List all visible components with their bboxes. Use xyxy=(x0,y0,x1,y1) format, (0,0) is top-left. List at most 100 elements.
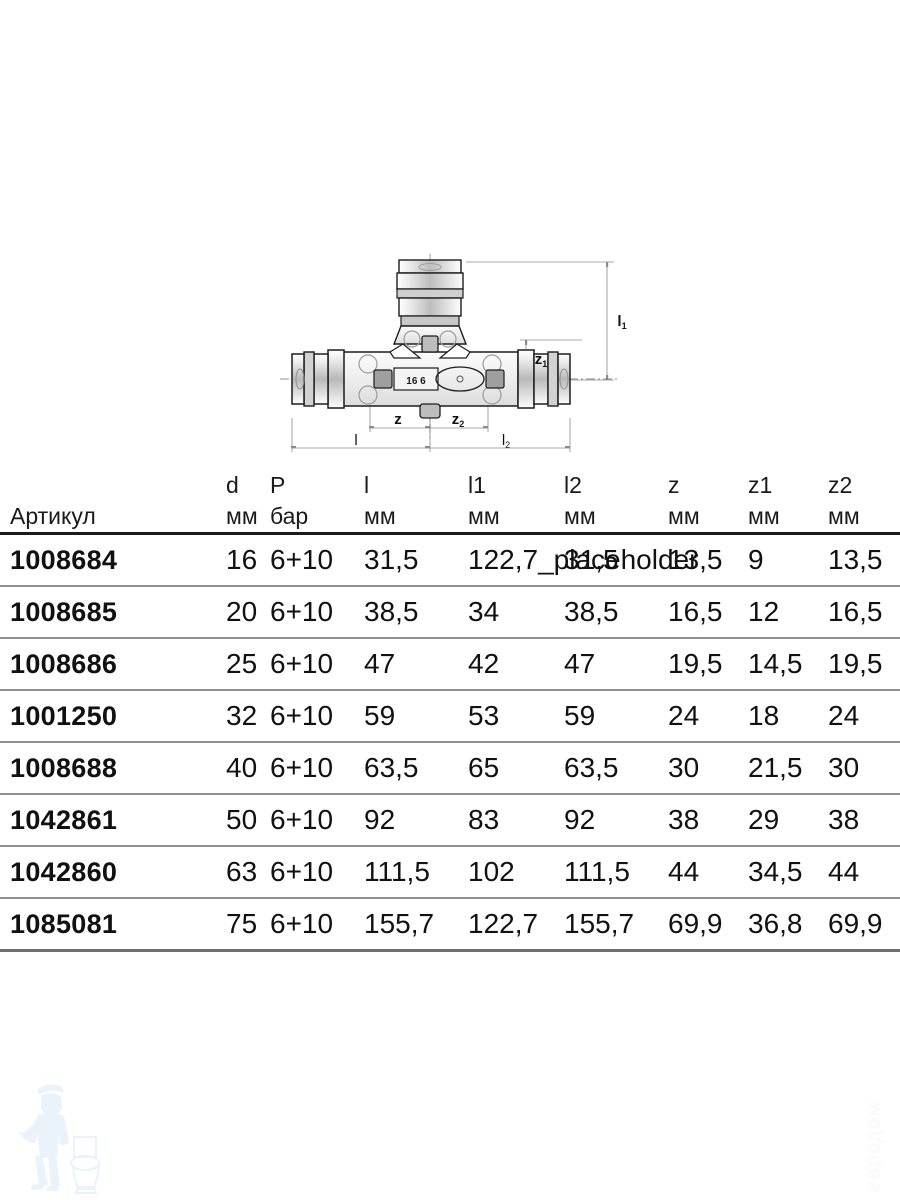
column-unit-p: бар xyxy=(270,503,309,529)
side-text-watermark: евродом xyxy=(854,1064,894,1192)
cell-l: 59 xyxy=(364,690,468,743)
table-row[interactable]: 1085081 75 6+10 155,7 122,7 155,7 69,9 36,8 69,9 xyxy=(0,898,900,952)
cell-l2: 92 xyxy=(564,794,668,847)
cell-p: 6+10 xyxy=(270,794,364,847)
column-unit-l1: мм xyxy=(468,503,500,529)
cell-l2: 47 xyxy=(564,638,668,691)
cell-d: 40 xyxy=(226,742,270,795)
cell-z: 44 xyxy=(668,846,748,899)
table-row[interactable]: 1001250 32 6+10 59 53 59 24 18 24 xyxy=(0,690,900,743)
column-header-l2: l2 мм xyxy=(564,470,668,535)
cell-z1: 29 xyxy=(748,794,828,847)
column-header-article: Артикул xyxy=(0,470,226,535)
column-unit-z1: мм xyxy=(748,503,780,529)
table-row[interactable]: 1008688 40 6+10 63,5 65 63,5 30 21,5 30 xyxy=(0,742,900,795)
label-z1: z1 xyxy=(535,351,548,369)
column-header-p: P бар xyxy=(270,470,364,535)
cell-l1: 65 xyxy=(468,742,564,795)
label-l1: l1 xyxy=(617,313,626,331)
table-row[interactable]: 1008685 20 6+10 38,5 34 38,5 16,5 12 16,5 xyxy=(0,586,900,639)
specification-table-container: Артикул d мм P бар l мм l1 мм xyxy=(0,470,900,952)
cell-l: 92 xyxy=(364,794,468,847)
cell-d: 20 xyxy=(226,586,270,639)
cell-z1: 14,5 xyxy=(748,638,828,691)
column-header-z2: z2 мм xyxy=(828,470,900,535)
column-symbol-z1: z1 xyxy=(748,472,773,498)
table-body: 1008684 16 6+10 31,5 122,7_placeholder 31,5 13… xyxy=(0,533,900,952)
cell-z: 38 xyxy=(668,794,748,847)
cell-d: 16 xyxy=(226,533,270,587)
cell-p: 6+10 xyxy=(270,742,364,795)
table-row[interactable]: 1042861 50 6+10 92 83 92 38 29 38 xyxy=(0,794,900,847)
cell-z: 24 xyxy=(668,690,748,743)
cell-l1: 34 xyxy=(468,586,564,639)
cell-article: 1042861 xyxy=(0,794,226,847)
column-unit-l2: мм xyxy=(564,503,596,529)
cell-p: 6+10 xyxy=(270,846,364,899)
cell-z1: 21,5 xyxy=(748,742,828,795)
cell-article: 1008688 xyxy=(0,742,226,795)
cell-article: 1008685 xyxy=(0,586,226,639)
column-header-z1: z1 мм xyxy=(748,470,828,535)
table-row[interactable]: 1008684 16 6+10 31,5 122,7_placeholder 31,5 13… xyxy=(0,533,900,587)
column-symbol-d: d xyxy=(226,472,239,498)
cell-d: 63 xyxy=(226,846,270,899)
cell-l1: 53 xyxy=(468,690,564,743)
column-symbol-l: l xyxy=(364,472,370,498)
cell-d: 50 xyxy=(226,794,270,847)
label-z: z xyxy=(394,411,402,428)
cell-l1: 122,7_placeholder xyxy=(468,533,698,587)
table-header-row: Артикул d мм P бар l мм l1 мм xyxy=(0,470,900,535)
cell-l2: 31,5 xyxy=(564,533,668,587)
cell-l1: 83 xyxy=(468,794,564,847)
cell-l1: 122,7 xyxy=(468,898,564,952)
tee-fitting-drawing: 16 6 xyxy=(280,254,627,452)
column-unit-z: мм xyxy=(668,503,700,529)
cell-article: 1008686 xyxy=(0,638,226,691)
cell-l2: 38,5 xyxy=(564,586,668,639)
cell-z2: 30 xyxy=(828,742,900,795)
column-header-l: l мм xyxy=(364,470,468,535)
column-symbol-z2: z2 xyxy=(828,472,853,498)
table-row[interactable]: 1008686 25 6+10 47 42 47 19,5 14,5 19,5 xyxy=(0,638,900,691)
cell-z2: 13,5 xyxy=(828,533,900,587)
label-l2: l2 xyxy=(502,432,510,450)
column-symbol-z: z xyxy=(668,472,680,498)
cell-l1: 102 xyxy=(468,846,564,899)
column-unit-d: мм xyxy=(226,503,258,529)
cell-l1: 42 xyxy=(468,638,564,691)
cell-p: 6+10 xyxy=(270,533,364,587)
cell-d: 75 xyxy=(226,898,270,952)
column-header-d: d мм xyxy=(226,470,270,535)
cell-z: 30 xyxy=(668,742,748,795)
column-unit-l: мм xyxy=(364,503,396,529)
cell-p: 6+10 xyxy=(270,690,364,743)
label-z2: z2 xyxy=(452,411,465,429)
cell-article: 1085081 xyxy=(0,898,226,952)
cell-d: 32 xyxy=(226,690,270,743)
column-symbol-l1: l1 xyxy=(468,472,486,498)
cell-z1: 18 xyxy=(748,690,828,743)
cell-l: 47 xyxy=(364,638,468,691)
cell-d: 25 xyxy=(226,638,270,691)
dimension-label-group: l1 z1 z z2 l l2 xyxy=(354,313,626,450)
cell-l2: 155,7 xyxy=(564,898,668,952)
table-row[interactable]: 1042860 63 6+10 111,5 102 111,5 44 34,5 44 xyxy=(0,846,900,899)
cell-p: 6+10 xyxy=(270,638,364,691)
column-header-z: z мм xyxy=(668,470,748,535)
cell-z2: 38 xyxy=(828,794,900,847)
right-socket xyxy=(517,349,571,409)
cell-z1: 9 xyxy=(748,533,828,587)
column-header-l1: l1 мм xyxy=(468,470,564,535)
table-head: Артикул d мм P бар l мм l1 мм xyxy=(0,470,900,535)
cell-article: 1008684 xyxy=(0,533,226,587)
cell-article: 1042860 xyxy=(0,846,226,899)
cell-p: 6+10 xyxy=(270,898,364,952)
cell-l: 63,5 xyxy=(364,742,468,795)
cell-l: 111,5 xyxy=(364,846,468,899)
label-l: l xyxy=(354,432,357,449)
cell-l2: 111,5 xyxy=(564,846,668,899)
cell-p: 6+10 xyxy=(270,586,364,639)
plumber-watermark-icon xyxy=(19,1084,100,1194)
column-symbol-p: P xyxy=(270,472,286,498)
